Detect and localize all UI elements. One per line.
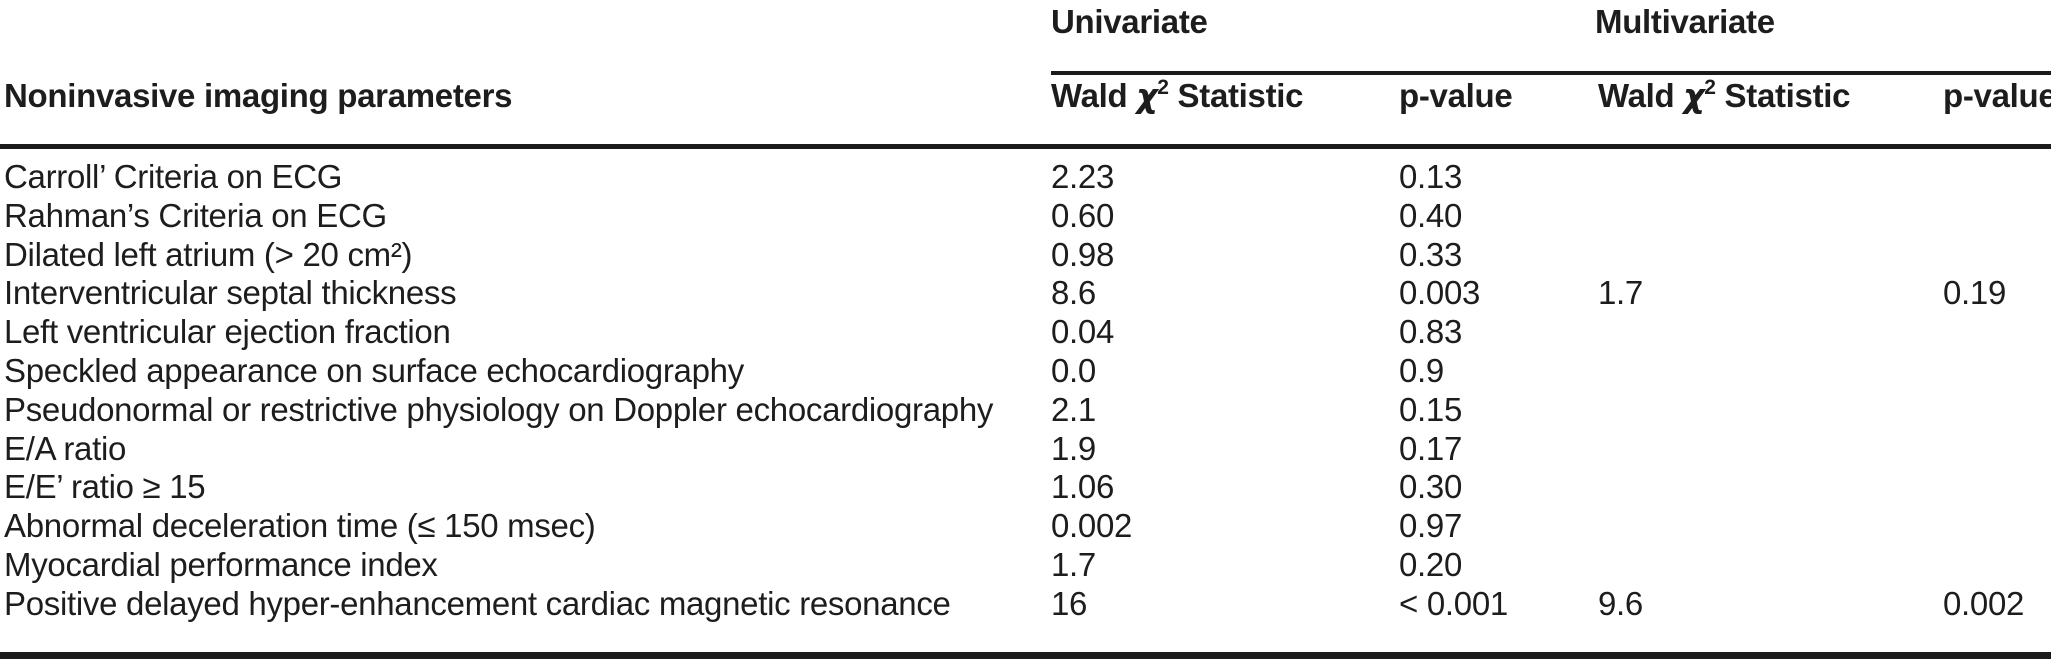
multivariate-pvalue-cell: 0.002 bbox=[1943, 584, 2025, 622]
parameter-cell: E/E’ ratio ≥ 15 bbox=[4, 468, 206, 506]
table-body: Carroll’ Criteria on ECG 2.23 0.13 Rahma… bbox=[0, 158, 2051, 624]
univariate-wald-cell: 1.9 bbox=[1051, 429, 1096, 467]
wald-label-pre: Wald bbox=[1598, 77, 1684, 114]
univariate-wald-cell: 1.06 bbox=[1051, 468, 1115, 506]
multivariate-wald-cell: 1.7 bbox=[1598, 274, 1643, 312]
group-header-rule bbox=[1051, 71, 2051, 75]
univariate-wald-cell: 0.0 bbox=[1051, 351, 1096, 389]
header-rule bbox=[0, 144, 2051, 149]
wald-label-pre: Wald bbox=[1051, 77, 1137, 114]
univariate-pvalue-cell: 0.83 bbox=[1399, 313, 1463, 351]
parameter-cell: Speckled appearance on surface echocardi… bbox=[4, 351, 744, 389]
column-header-multivariate-wald-chi2: Wald χ2 Statistic bbox=[1598, 76, 1851, 116]
table-row: Rahman’s Criteria on ECG 0.60 0.40 bbox=[0, 197, 2051, 236]
chi-superscript: 2 bbox=[1157, 76, 1169, 99]
wald-label-post: Statistic bbox=[1715, 77, 1851, 114]
univariate-pvalue-cell: 0.003 bbox=[1399, 274, 1481, 312]
table-row: Speckled appearance on surface echocardi… bbox=[0, 352, 2051, 391]
univariate-wald-cell: 0.60 bbox=[1051, 196, 1115, 234]
univariate-pvalue-cell: 0.30 bbox=[1399, 468, 1463, 506]
univariate-wald-cell: 1.7 bbox=[1051, 545, 1096, 583]
column-header-univariate-pvalue: p-value bbox=[1399, 77, 1513, 114]
univariate-wald-cell: 0.002 bbox=[1051, 507, 1133, 545]
chi-symbol: χ bbox=[1683, 76, 1705, 115]
parameter-cell: Dilated left atrium (> 20 cm²) bbox=[4, 235, 413, 273]
parameter-cell: Left ventricular ejection fraction bbox=[4, 313, 451, 351]
univariate-wald-cell: 8.6 bbox=[1051, 274, 1096, 312]
chi-superscript: 2 bbox=[1704, 76, 1716, 99]
univariate-pvalue-cell: 0.17 bbox=[1399, 429, 1463, 467]
univariate-pvalue-cell: 0.15 bbox=[1399, 390, 1463, 428]
table-row: Left ventricular ejection fraction 0.04 … bbox=[0, 313, 2051, 352]
table-row: Interventricular septal thickness 8.6 0.… bbox=[0, 274, 2051, 313]
table-row: E/A ratio 1.9 0.17 bbox=[0, 430, 2051, 469]
parameter-cell: E/A ratio bbox=[4, 429, 127, 467]
univariate-pvalue-cell: 0.13 bbox=[1399, 158, 1463, 195]
parameter-cell: Rahman’s Criteria on ECG bbox=[4, 196, 387, 234]
table-row: Pseudonormal or restrictive physiology o… bbox=[0, 391, 2051, 430]
column-header-univariate-wald-chi2: Wald χ2 Statistic bbox=[1051, 76, 1304, 116]
univariate-pvalue-cell: 0.20 bbox=[1399, 545, 1463, 583]
parameter-cell: Positive delayed hyper-enhancement cardi… bbox=[4, 584, 951, 622]
parameter-cell: Interventricular septal thickness bbox=[4, 274, 457, 312]
parameter-cell: Carroll’ Criteria on ECG bbox=[4, 158, 343, 195]
multivariate-wald-cell: 9.6 bbox=[1598, 584, 1643, 622]
univariate-wald-cell: 2.23 bbox=[1051, 158, 1115, 195]
column-header-parameters: Noninvasive imaging parameters bbox=[4, 77, 513, 114]
table-row: Myocardial performance index 1.7 0.20 bbox=[0, 546, 2051, 585]
table-row: Positive delayed hyper-enhancement cardi… bbox=[0, 585, 2051, 624]
univariate-pvalue-cell: 0.97 bbox=[1399, 507, 1463, 545]
parameter-cell: Pseudonormal or restrictive physiology o… bbox=[4, 390, 994, 428]
group-header-multivariate: Multivariate bbox=[1595, 3, 1775, 40]
column-header-multivariate-pvalue: p-value bbox=[1943, 77, 2051, 114]
chi-symbol: χ bbox=[1136, 76, 1158, 115]
univariate-pvalue-cell: 0.33 bbox=[1399, 235, 1463, 273]
univariate-wald-cell: 16 bbox=[1051, 584, 1088, 622]
univariate-wald-cell: 0.04 bbox=[1051, 313, 1115, 351]
bottom-rule bbox=[0, 652, 2051, 659]
group-header-univariate: Univariate bbox=[1051, 3, 1208, 40]
table-row: Carroll’ Criteria on ECG 2.23 0.13 bbox=[0, 158, 2051, 197]
multivariate-pvalue-cell: 0.19 bbox=[1943, 274, 2007, 312]
univariate-pvalue-cell: 0.40 bbox=[1399, 196, 1463, 234]
wald-label-post: Statistic bbox=[1168, 77, 1304, 114]
univariate-pvalue-cell: 0.9 bbox=[1399, 351, 1444, 389]
table-row: Dilated left atrium (> 20 cm²) 0.98 0.33 bbox=[0, 236, 2051, 275]
parameter-cell: Abnormal deceleration time (≤ 150 msec) bbox=[4, 507, 596, 545]
univariate-pvalue-cell: < 0.001 bbox=[1399, 584, 1508, 622]
table-row: Abnormal deceleration time (≤ 150 msec) … bbox=[0, 507, 2051, 546]
table-row: E/E’ ratio ≥ 15 1.06 0.30 bbox=[0, 468, 2051, 507]
univariate-wald-cell: 2.1 bbox=[1051, 390, 1096, 428]
parameter-cell: Myocardial performance index bbox=[4, 545, 438, 583]
univariate-wald-cell: 0.98 bbox=[1051, 235, 1115, 273]
